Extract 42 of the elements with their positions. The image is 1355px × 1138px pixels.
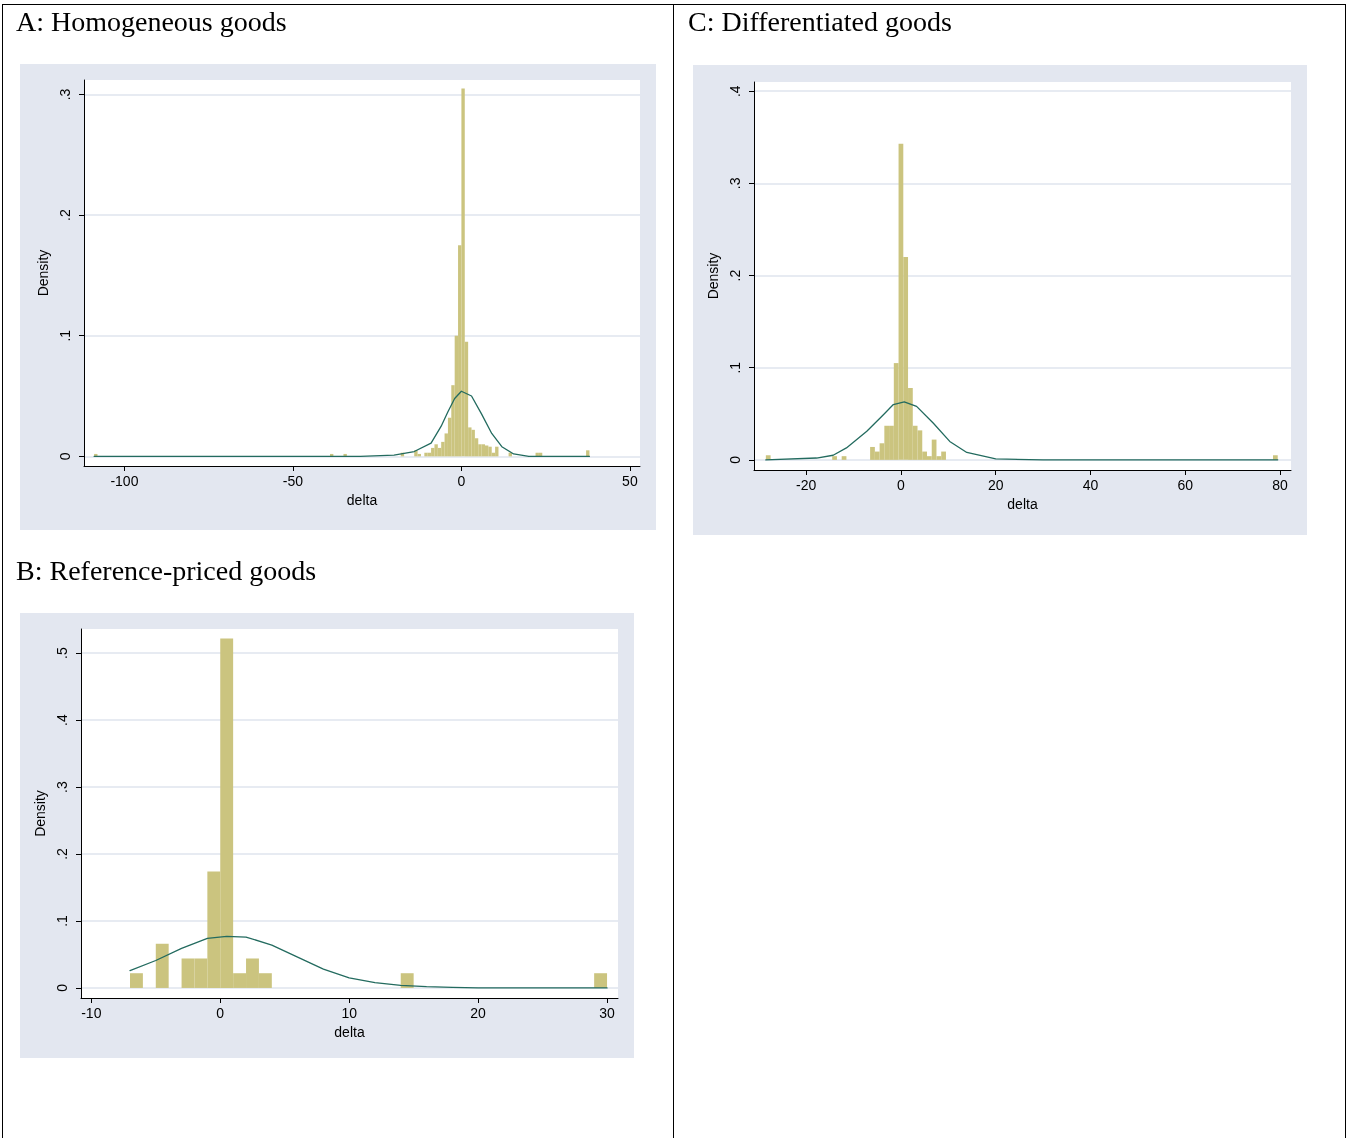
x-tick-label: -20 — [796, 477, 817, 493]
x-tick-label: -50 — [282, 473, 304, 489]
line-series — [93, 390, 591, 457]
chart-title: B: Reference-priced goods — [16, 555, 317, 587]
x-tick-label: 20 — [987, 477, 1004, 493]
y-tick-label: .1 — [57, 329, 73, 342]
x-tick-label: 20 — [470, 1005, 487, 1021]
x-tick-label: 40 — [1082, 477, 1099, 493]
y-tick-label: .2 — [54, 847, 70, 860]
y-tick-label: .4 — [54, 714, 70, 726]
line-series — [129, 935, 608, 989]
y-axis-title: Density — [35, 249, 51, 297]
x-tick-label: 50 — [622, 473, 638, 489]
chart-title: C: Differentiated goods — [688, 6, 952, 38]
y-tick-label: .2 — [57, 209, 73, 221]
y-tick-label: .3 — [54, 781, 70, 793]
y-tick-label: 0 — [54, 983, 70, 992]
line-series — [765, 401, 1279, 461]
x-tick-label: 10 — [341, 1005, 358, 1021]
x-tick-label: 80 — [1272, 477, 1289, 493]
y-tick-label: .3 — [57, 88, 73, 101]
chart-title: A: Homogeneous goods — [16, 6, 287, 38]
y-tick-label: .1 — [54, 914, 70, 927]
y-axis-title: Density — [32, 790, 48, 837]
x-axis-title: delta — [334, 1023, 365, 1040]
x-axis-title: delta — [346, 491, 378, 508]
x-axis-title: delta — [1007, 495, 1038, 512]
x-tick-label: 0 — [216, 1005, 225, 1021]
x-tick-label: -10 — [81, 1005, 102, 1021]
y-axis-title: Density — [705, 252, 721, 300]
x-tick-label: 30 — [599, 1005, 616, 1021]
y-tick-label: .2 — [727, 269, 743, 282]
y-tick-label: .3 — [727, 177, 743, 190]
x-tick-label: 60 — [1177, 477, 1194, 493]
x-tick-label: 0 — [897, 477, 906, 493]
y-tick-label: .4 — [727, 85, 743, 98]
y-tick-label: 0 — [57, 452, 73, 461]
x-tick-label: -100 — [110, 473, 139, 489]
y-tick-label: 0 — [727, 455, 743, 464]
y-tick-label: .5 — [54, 647, 70, 659]
x-tick-label: 0 — [457, 473, 466, 489]
y-tick-label: .1 — [727, 361, 743, 374]
